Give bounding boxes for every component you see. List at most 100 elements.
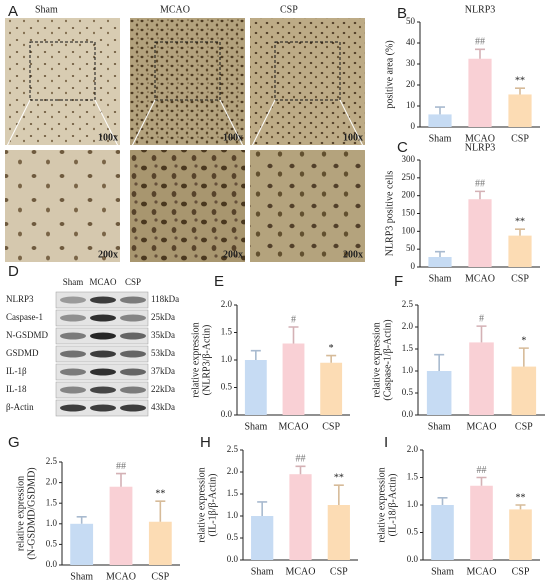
micrograph xyxy=(250,150,365,262)
error-bar xyxy=(435,250,445,258)
significance-label: ** xyxy=(155,488,165,499)
bar xyxy=(327,505,350,560)
bar xyxy=(282,343,305,415)
panel-letter: H xyxy=(200,434,211,451)
error-bar xyxy=(515,504,526,510)
y-tick-label: 250 xyxy=(402,172,416,182)
bar xyxy=(289,474,312,560)
protein-label: N-GSDMD xyxy=(6,330,49,340)
protein-label: IL-1β xyxy=(6,366,27,376)
error-bar xyxy=(295,465,306,475)
zoom-line xyxy=(219,99,246,151)
lane-label: MCAO xyxy=(89,277,117,287)
bar xyxy=(508,235,532,267)
y-tick-label: 1.5 xyxy=(221,327,233,337)
y-tick-label: 0.0 xyxy=(407,554,419,564)
error-bar xyxy=(475,190,485,200)
histology-panel: A Sham 100x 200x MCAO 100x 200x CSP 100x 200x xyxy=(4,3,366,262)
y-tick-label: 150 xyxy=(402,208,416,218)
protein-label: IL-18 xyxy=(6,384,27,394)
y-tick-label: 2.5 xyxy=(402,299,414,309)
y-tick-label: 0 xyxy=(411,121,416,131)
size-label: 118kDa xyxy=(151,294,179,304)
error-bar xyxy=(257,501,268,516)
size-label: 53kDa xyxy=(151,348,175,358)
y-tick-label: 0.5 xyxy=(221,382,233,392)
error-bar xyxy=(437,497,448,505)
lane-label: CSP xyxy=(125,277,141,287)
micrograph xyxy=(250,18,365,145)
y-tick-label: 2.0 xyxy=(46,477,58,487)
bar xyxy=(508,94,532,127)
column-label: MCAO xyxy=(160,4,190,15)
significance-label: ** xyxy=(515,75,525,86)
significance-label: ## xyxy=(475,37,485,48)
blot-band xyxy=(90,296,116,304)
y-tick-label: 10 xyxy=(406,100,416,110)
y-tick-label: 20 xyxy=(406,79,416,89)
zoom-box xyxy=(154,41,221,101)
y-tick-label: 0.0 xyxy=(227,554,239,564)
bar xyxy=(469,342,494,415)
blot-band xyxy=(60,332,86,340)
y-tick-label: 1.5 xyxy=(227,488,239,498)
zoom-box xyxy=(29,41,96,101)
x-tick-label: Sham xyxy=(428,421,451,432)
bar xyxy=(109,486,133,565)
x-tick-label: MCAO xyxy=(466,421,496,432)
x-tick-label: MCAO xyxy=(465,273,495,284)
zoom-line xyxy=(4,99,31,151)
micrograph xyxy=(130,150,245,262)
y-tick-label: 0.0 xyxy=(46,559,58,569)
panel-letter: D xyxy=(8,263,19,280)
y-tick-label: 2.5 xyxy=(227,444,239,454)
y-tick-label: 0 xyxy=(411,261,416,271)
protein-label: Caspase-1 xyxy=(6,312,43,322)
error-bar xyxy=(155,500,166,522)
size-label: 22kDa xyxy=(151,384,175,394)
significance-label: ## xyxy=(475,179,485,190)
y-tick-label: 200 xyxy=(402,190,416,200)
error-bar xyxy=(515,228,525,236)
y-tick-label: 50 xyxy=(406,243,416,253)
bar xyxy=(320,362,343,415)
y-axis-label: (NLRP3/β-Actin) xyxy=(201,325,212,396)
x-tick-label: Sham xyxy=(429,273,452,284)
y-tick-label: 0.5 xyxy=(402,387,414,397)
blot-band xyxy=(60,386,86,394)
x-tick-label: MCAO xyxy=(278,421,308,432)
panel-letter: I xyxy=(384,434,388,451)
panel-letter: A xyxy=(8,3,18,20)
y-axis-label: relative expression xyxy=(371,322,382,397)
bar xyxy=(431,505,454,560)
panel-letter: F xyxy=(394,273,403,290)
significance-label: * xyxy=(329,343,334,354)
y-tick-label: 2.5 xyxy=(46,456,58,466)
y-tick-label: 1.0 xyxy=(402,365,414,375)
bar xyxy=(468,199,492,267)
chart-title: NLRP3 xyxy=(465,4,496,15)
x-tick-label: MCAO xyxy=(285,566,315,577)
x-tick-label: MCAO xyxy=(465,133,495,144)
x-tick-label: CSP xyxy=(512,566,530,577)
x-tick-label: CSP xyxy=(511,273,529,284)
y-axis-label: relative expression xyxy=(15,476,26,551)
x-tick-label: Sham xyxy=(70,571,93,580)
blot-band xyxy=(120,350,146,358)
bar-chart: B NLRP3 positive area (%) 0 10 20 30 40 50 Sham ##… xyxy=(384,4,540,144)
bar xyxy=(470,485,493,560)
magnification: 100x xyxy=(223,132,243,143)
significance-label: * xyxy=(521,335,526,346)
panel-letter: E xyxy=(214,273,224,290)
panel-letter: G xyxy=(8,434,20,451)
blot-band xyxy=(60,350,86,358)
magnification: 100x xyxy=(343,132,363,143)
x-tick-label: CSP xyxy=(511,133,529,144)
y-axis-label: NLRP3 positive cells xyxy=(384,171,395,257)
y-tick-label: 2.0 xyxy=(407,444,419,454)
size-label: 25kDa xyxy=(151,312,175,322)
bar xyxy=(509,509,532,560)
blot-band xyxy=(120,296,146,304)
zoom-line xyxy=(129,99,156,151)
magnification: 100x xyxy=(98,132,118,143)
